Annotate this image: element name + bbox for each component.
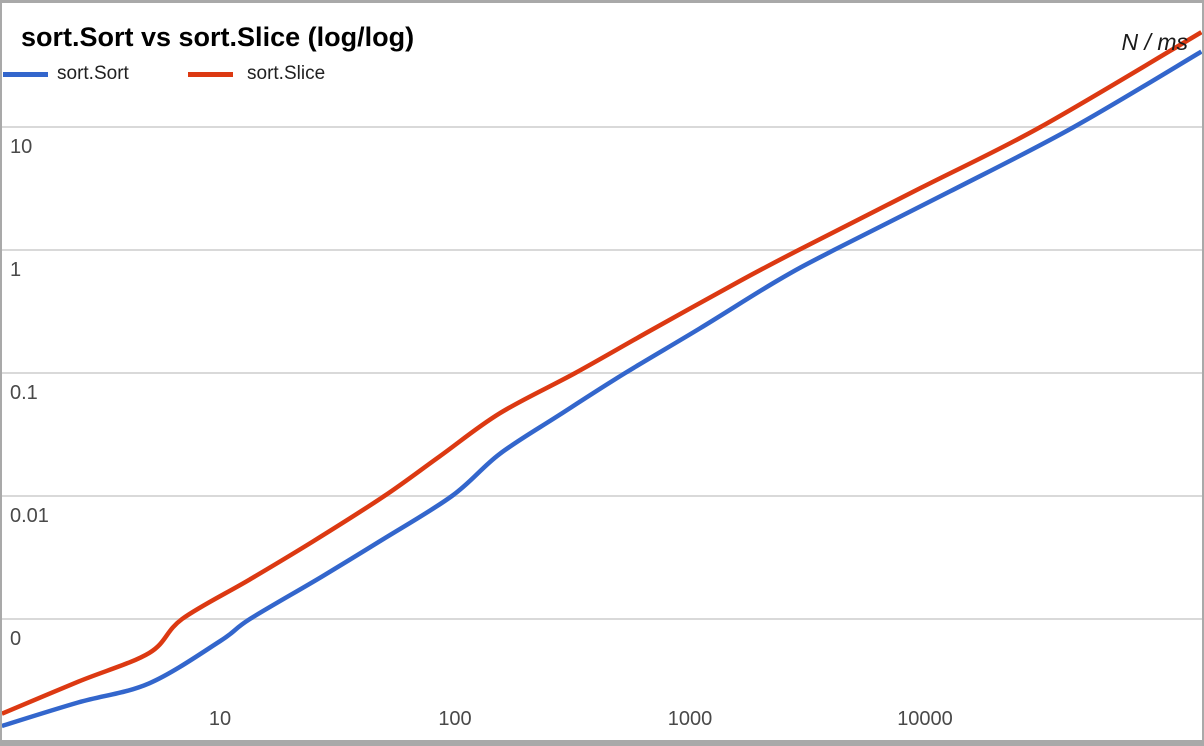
y-tick-label: 0	[10, 628, 22, 650]
x-tick-label: 1000	[667, 708, 713, 730]
chart-title: sort.Sort vs sort.Slice (log/log)	[21, 22, 415, 52]
x-tick-label: 100	[438, 708, 472, 730]
legend-label: sort.Sort	[57, 63, 129, 84]
y-gridline	[2, 249, 1202, 251]
y-tick-label: 0.01	[10, 505, 49, 527]
y-gridline	[2, 372, 1202, 374]
y-gridline	[2, 495, 1202, 497]
legend-swatch-sort-sort	[3, 72, 48, 77]
y-tick-label: 10	[10, 136, 33, 158]
y-gridline	[2, 126, 1202, 128]
line-chart-plot	[2, 30, 1202, 729]
legend-label: sort.Slice	[247, 63, 326, 84]
series-line-sort-sort	[2, 49, 1202, 729]
y-tick-label: 0.1	[10, 382, 38, 404]
series-line-sort-slice	[2, 30, 1202, 716]
legend-swatch-sort-slice	[188, 72, 233, 77]
x-tick-label: 10	[208, 708, 232, 730]
x-tick-label: 10000	[897, 708, 953, 730]
y-gridline	[2, 618, 1202, 620]
y-unit-label: N / ms	[1121, 29, 1188, 55]
y-tick-label: 1	[10, 259, 22, 281]
